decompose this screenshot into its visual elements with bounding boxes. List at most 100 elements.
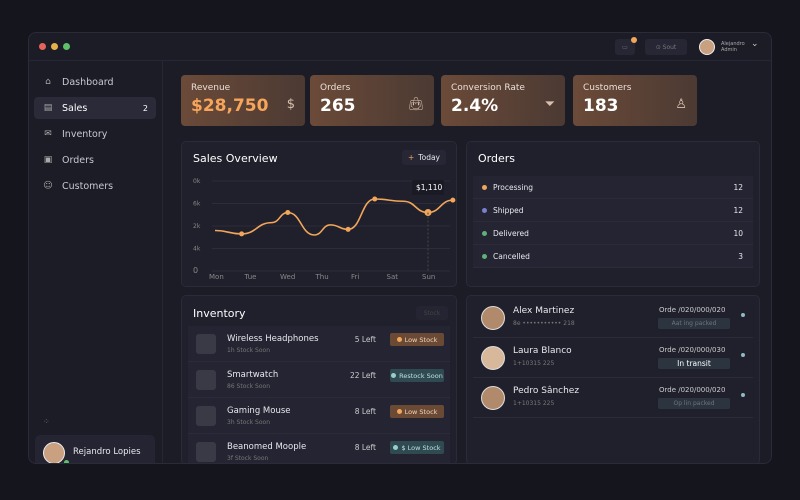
product-image <box>196 334 216 354</box>
product-image <box>196 370 216 390</box>
inventory-row[interactable]: Gaming Mouse 3h Stock Soon 8 Left Low Stock <box>188 398 450 434</box>
stock-badge: Restock Soon <box>390 369 444 382</box>
avatar <box>481 386 505 410</box>
dollar-icon: $ <box>286 97 295 112</box>
y-tick-label: 0 <box>193 266 198 275</box>
badge-dot <box>391 373 397 378</box>
user-icon: ♙ <box>675 97 687 112</box>
data-point[interactable] <box>285 210 291 215</box>
period-filter[interactable]: + Today <box>402 150 446 165</box>
user-profile[interactable]: Rejandro Lopies <box>35 435 155 463</box>
funnel-icon: ⏷ <box>544 97 555 112</box>
customer-order-row[interactable]: Alex Martinez 8e ••••••••••• 218 Orde /020… <box>473 298 753 338</box>
chevron-down-icon[interactable]: ⌄ <box>751 39 759 49</box>
sidebar-item-customers[interactable]: ☺ Customers <box>43 180 114 192</box>
panel-title: Inventory <box>193 307 246 320</box>
y-tick-label: 0k <box>193 178 201 185</box>
sales-icon: ▤ <box>43 103 53 113</box>
notification-button[interactable]: ▭ <box>615 37 637 55</box>
y-tick-label: 2k <box>193 223 201 230</box>
sidebar-item-dashboard[interactable]: ⌂ Dashboard <box>34 71 156 93</box>
tooltip <box>412 180 444 195</box>
y-tick-label: 6k <box>193 201 201 208</box>
status-dot <box>482 185 487 190</box>
online-dot <box>64 460 69 463</box>
sales-chart: 0k 6k 2k 4k 0 Mon Tue Wed Thu Fri Sat Sun $1,110 <box>193 178 456 281</box>
x-tick-label: Fri <box>351 273 359 281</box>
title-bar: ▭ ⊙ Sout Alejandro Admin ⌄ <box>29 33 771 61</box>
bell-icon: ▭ <box>622 43 628 51</box>
notification-dot <box>631 37 637 43</box>
x-tick-label: Sun <box>422 273 435 281</box>
app-window: ▭ ⊙ Sout Alejandro Admin ⌄ ⌂ Dashboard ▤ Sal… <box>28 32 772 464</box>
panel-title: Sales Overview <box>193 152 278 165</box>
sidebar-item-sales[interactable]: ▤ Sales 2 <box>34 97 156 119</box>
customer-order-row[interactable]: Pedro Sânchez 1+10315 225 Orde /020/000/02… <box>473 378 753 418</box>
stock-badge: $ Low Stock <box>390 441 444 454</box>
data-point[interactable] <box>239 231 245 237</box>
user-name: Alejandro <box>721 41 745 47</box>
customer-order-row[interactable]: Laura Blanco 1+10315 225 Orde /020/000/030… <box>473 338 753 378</box>
inventory-row[interactable]: Smartwatch 86 Stock Soon 22 Left Restock So… <box>188 362 450 398</box>
plus-icon: + <box>408 153 415 162</box>
x-tick-label: Wed <box>280 273 295 281</box>
stock-button[interactable]: Stock <box>416 306 448 320</box>
status-dot <box>482 254 487 259</box>
avatar <box>481 346 505 370</box>
product-image <box>196 406 216 426</box>
minimize-dot[interactable] <box>51 43 58 50</box>
badge-dot <box>396 337 402 342</box>
shipping-status-badge: In transit <box>658 358 730 369</box>
stat-card-revenue[interactable]: Revenue $28,750 $ <box>181 75 305 126</box>
product-image <box>196 442 216 462</box>
stock-badge: Low Stock <box>390 333 444 346</box>
inventory-icon: ✉ <box>44 129 52 139</box>
avatar[interactable] <box>699 39 715 55</box>
order-status-cancelled[interactable]: Cancelled 3 <box>473 245 753 268</box>
customers-panel: Alex Martinez 8e ••••••••••• 218 Orde /020… <box>466 295 760 463</box>
search-icon: ⊙ <box>655 43 663 51</box>
data-point[interactable] <box>450 197 456 203</box>
orders-icon: ▣ <box>43 155 53 165</box>
grid-icon[interactable]: ⁘ <box>43 417 50 426</box>
sidebar: ⌂ Dashboard ▤ Sales 2 ✉ Inventory ▣ Orders ☺ Custo… <box>29 61 163 463</box>
search-button[interactable]: ⊙ Sout <box>645 39 687 55</box>
y-tick-label: 4k <box>193 246 201 253</box>
avatar <box>481 306 505 330</box>
x-tick-label: Mon <box>209 273 224 281</box>
stat-card-conversion-rate[interactable]: Conversion Rate 2.4% ⏷ <box>441 75 565 126</box>
stat-card-orders[interactable]: Orders 265 👜︎ <box>310 75 434 126</box>
sidebar-item-inventory[interactable]: ✉ Inventory <box>34 123 156 145</box>
indicator-dot <box>741 353 745 357</box>
x-tick-label: Sat <box>387 273 399 281</box>
bag-icon: 👜︎ <box>407 97 424 112</box>
order-status-delivered[interactable]: Delivered 10 <box>473 222 753 245</box>
data-point[interactable] <box>345 226 351 232</box>
inventory-panel: Inventory Stock Wireless Headphones 1h St… <box>181 295 457 463</box>
panel-title: Orders <box>478 152 515 165</box>
sidebar-badge: 2 <box>142 103 148 113</box>
badge-dot <box>393 445 399 450</box>
sales-line <box>214 198 453 236</box>
x-tick-label: Thu <box>315 273 329 281</box>
customers-icon: ☺ <box>43 181 53 191</box>
indicator-dot <box>741 393 745 397</box>
tooltip-value: $1,110 <box>416 183 442 192</box>
inventory-row[interactable]: Beanomed Moople 3f Stock Soon 8 Left $ Low … <box>188 434 450 463</box>
sales-overview-panel: Sales Overview + Today 0k 6k 2k 4k 0 Mon Tue Wed… <box>181 141 457 287</box>
stat-card-customers[interactable]: Customers 183 ♙ <box>573 75 697 126</box>
close-dot[interactable] <box>39 43 46 50</box>
badge-dot <box>396 409 402 414</box>
data-point[interactable] <box>372 196 378 202</box>
indicator-dot <box>741 313 745 317</box>
avatar <box>43 442 65 463</box>
stock-badge: Low Stock <box>390 405 444 418</box>
orders-panel: Orders Processing 12 Shipped 12 Delivered 10 C… <box>466 141 760 287</box>
sidebar-item-orders[interactable]: ▣ Orders <box>43 154 94 166</box>
order-status-shipped[interactable]: Shipped 12 <box>473 199 753 222</box>
order-status-processing[interactable]: Processing 12 <box>473 176 753 199</box>
status-dot <box>482 231 487 236</box>
shipping-status-badge: Op lin packed <box>658 398 730 409</box>
maximize-dot[interactable] <box>63 43 70 50</box>
inventory-row[interactable]: Wireless Headphones 1h Stock Soon 5 Left Lo… <box>188 326 450 362</box>
